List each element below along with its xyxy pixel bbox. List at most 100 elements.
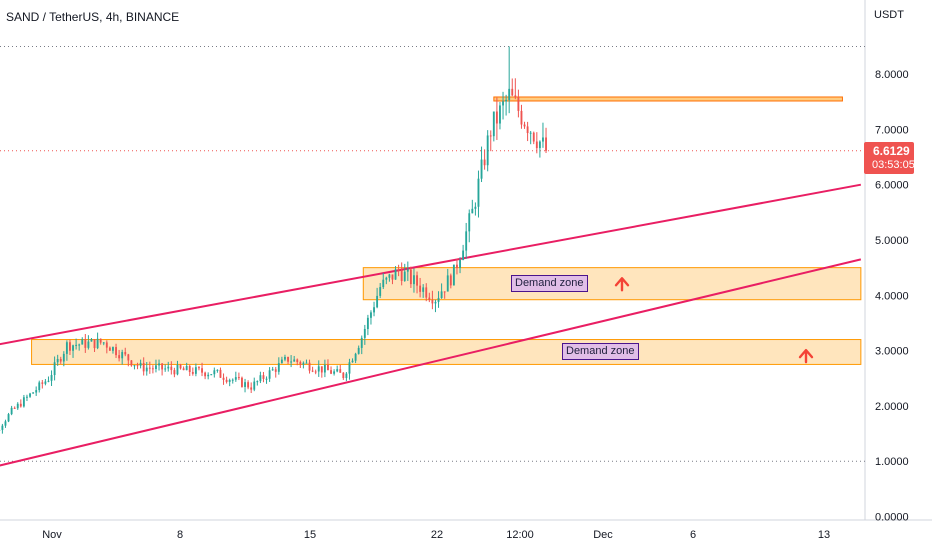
candle-body	[477, 178, 480, 207]
candle-body	[75, 344, 78, 346]
demand-zone-label-upper[interactable]: Demand zone	[511, 274, 588, 292]
candle-body	[244, 382, 246, 387]
candle-body	[65, 342, 68, 354]
candle-body	[22, 397, 25, 407]
y-tick-label: 4.0000	[875, 290, 909, 302]
resistance-line	[493, 96, 843, 102]
x-tick-label: 6	[690, 529, 696, 541]
currency-label[interactable]: USDT	[874, 9, 904, 21]
candle-body	[538, 141, 541, 149]
candle-body	[93, 339, 96, 349]
candle-body	[53, 362, 56, 376]
candle-body	[139, 362, 142, 366]
y-tick-label: 6.0000	[875, 180, 909, 192]
candle-body	[290, 361, 293, 363]
candle-body	[308, 362, 311, 371]
candle-body	[121, 352, 124, 359]
candle-body	[81, 339, 84, 345]
candle-body	[373, 307, 375, 313]
candle-body	[416, 275, 418, 286]
candle-body	[511, 88, 514, 96]
candle-body	[228, 379, 231, 382]
candle-body	[256, 381, 259, 383]
candle-body	[38, 382, 41, 391]
price-axis-background	[865, 0, 932, 550]
candle-body	[486, 135, 489, 166]
candle-body	[299, 362, 302, 365]
candle-body	[26, 396, 28, 398]
candle-body	[517, 97, 520, 111]
candle-body	[492, 111, 495, 137]
candle-body	[124, 352, 127, 355]
candle-body	[431, 299, 434, 304]
candle-body	[216, 369, 219, 371]
candle-body	[406, 269, 409, 272]
candle-body	[293, 359, 296, 362]
candle-body	[391, 274, 394, 280]
x-tick-label: Nov	[42, 529, 62, 541]
candle-body	[302, 362, 305, 365]
candle-body	[265, 378, 268, 380]
candle-body	[219, 369, 222, 378]
candle-body	[532, 132, 535, 142]
candle-body	[210, 374, 213, 376]
channel-lower-line	[0, 258, 862, 467]
candle-body	[428, 297, 431, 300]
chart-title: SAND / TetherUS, 4h, BINANCE	[6, 10, 180, 24]
candle-body	[44, 381, 47, 384]
candle-body	[182, 368, 185, 371]
candle-body	[505, 99, 508, 102]
candle-body	[142, 362, 145, 372]
candle-body	[237, 377, 240, 379]
demand-zone-label-lower[interactable]: Demand zone	[562, 342, 639, 360]
candle-body	[434, 301, 437, 304]
candle-body	[10, 407, 13, 415]
candle-body	[385, 277, 388, 280]
candle-body	[29, 393, 31, 397]
candle-body	[56, 358, 59, 363]
candle-body	[360, 337, 363, 348]
candle-body	[222, 377, 225, 380]
candle-body	[158, 363, 160, 366]
candle-body	[167, 366, 170, 369]
candle-body	[271, 369, 274, 371]
candle-body	[514, 95, 517, 98]
candle-body	[78, 344, 81, 346]
candle-body	[419, 285, 422, 292]
candle-body	[471, 208, 474, 214]
candle-body	[502, 101, 504, 106]
candle-body	[16, 403, 19, 409]
candle-body	[231, 379, 234, 381]
candle-body	[35, 390, 38, 393]
candle-body	[207, 374, 210, 377]
candle-body	[136, 365, 139, 367]
candle-body	[425, 287, 428, 298]
candle-body	[234, 377, 237, 380]
up-arrow-icon	[614, 277, 630, 292]
candle-body	[382, 279, 385, 288]
current-price-badge: 6.6129 03:53:05	[864, 142, 915, 174]
x-tick-label: 13	[818, 529, 830, 541]
candle-body	[388, 274, 391, 278]
candle-body	[489, 135, 492, 137]
y-tick-label: 2.0000	[875, 401, 909, 413]
candle-body	[161, 363, 164, 370]
candle-body	[545, 137, 547, 151]
candle-body	[339, 369, 342, 373]
candle-body	[151, 368, 154, 370]
candle-body	[440, 291, 443, 298]
candle-body	[194, 367, 197, 374]
candle-body	[188, 365, 191, 373]
y-tick-label: 8.0000	[875, 69, 909, 81]
candle-body	[499, 105, 501, 124]
candle-body	[422, 287, 425, 292]
candle-body	[296, 359, 299, 363]
demand-zone-lower	[31, 339, 862, 365]
candle-body	[459, 259, 461, 268]
candle-body	[225, 379, 228, 382]
y-tick-label: 1.0000	[875, 456, 909, 468]
candle-body	[336, 369, 339, 372]
bar-countdown: 03:53:05	[872, 159, 915, 171]
candle-body	[164, 368, 167, 370]
